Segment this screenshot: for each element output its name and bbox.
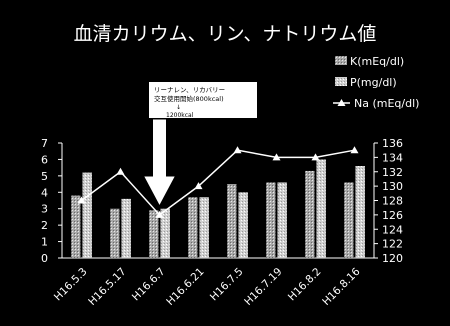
y-left-tick-label: 6	[41, 153, 48, 166]
na-point	[155, 210, 164, 218]
na-point	[77, 196, 86, 204]
y-right-tick-label: 130	[382, 180, 403, 193]
y-right-tick-label: 122	[382, 238, 403, 251]
x-tick-label: H16.5.3	[52, 266, 90, 304]
bar-k	[344, 182, 354, 258]
na-point	[272, 153, 281, 161]
bar-k	[266, 182, 276, 258]
y-right-tick-label: 128	[382, 195, 403, 208]
bar-p	[316, 159, 326, 258]
y-left-tick-label: 0	[41, 252, 48, 265]
na-point	[116, 167, 125, 175]
bar-k	[71, 195, 81, 258]
bar-p	[238, 192, 248, 258]
y-left-tick-label: 3	[41, 203, 48, 216]
x-tick-label: H16.5.17	[86, 266, 128, 308]
bar-p	[277, 182, 287, 258]
legend-swatch-p	[335, 77, 347, 86]
legend-label-na: Na (mEq/dl)	[354, 97, 419, 110]
y-left-tick-label: 5	[41, 170, 48, 183]
y-left-tick-label: 4	[41, 186, 48, 199]
bar-p	[355, 166, 365, 258]
x-tick-label: H16.7.5	[208, 266, 246, 304]
legend-label-k: K(mEq/dl)	[350, 55, 404, 68]
x-tick-label: H16.6.7	[130, 266, 168, 304]
y-left-tick-label: 7	[41, 137, 48, 150]
legend: K(mEq/dl) P(mg/dl) Na (mEq/dl)	[333, 55, 419, 110]
x-tick-label: H16.8.16	[320, 265, 363, 308]
x-tick-label: H16.7.19	[242, 266, 284, 308]
bar-p	[199, 197, 209, 258]
annotation-line-2: 交互使用開始(800kcal)	[154, 94, 224, 103]
annotation-line-4: 1200kcal	[166, 112, 194, 119]
bar-k	[149, 210, 159, 258]
y-right-tick-label: 132	[382, 166, 403, 179]
bar-k	[227, 184, 237, 258]
chart-title: 血清カリウム、リン、ナトリウム値	[74, 23, 377, 45]
annotation-line-1: リーナレン、リカバリー	[154, 86, 225, 94]
na-point	[233, 146, 242, 154]
y-right-tick-label: 126	[382, 209, 403, 222]
x-tick-label: H16.6.21	[164, 266, 206, 308]
annotation-line-3: ↓	[176, 104, 181, 111]
x-tick-label: H16.8.2	[286, 266, 324, 304]
legend-swatch-k	[335, 56, 347, 65]
legend-label-p: P(mg/dl)	[350, 76, 397, 89]
bar-k	[188, 197, 198, 258]
bar-p	[82, 172, 92, 258]
annotation: リーナレン、リカバリー 交互使用開始(800kcal) ↓ 1200kcal	[142, 82, 257, 208]
annotation-arrow	[142, 118, 177, 208]
bar-p	[160, 208, 170, 258]
y-right-tick-label: 134	[382, 151, 403, 164]
bar-p	[121, 198, 131, 258]
legend-marker-na	[337, 99, 346, 106]
y-right-tick-label: 120	[382, 252, 403, 265]
y-left-tick-label: 1	[41, 236, 48, 249]
annotation-box	[149, 82, 257, 118]
na-point	[194, 182, 203, 190]
y-right-tick-label: 136	[382, 137, 403, 150]
y-left-tick-label: 2	[41, 219, 48, 232]
y-right-tick-label: 124	[382, 223, 403, 236]
bar-k	[305, 170, 315, 258]
na-point	[350, 146, 359, 154]
na-point	[311, 153, 320, 161]
bar-k	[110, 208, 120, 258]
na-line	[81, 149, 355, 216]
